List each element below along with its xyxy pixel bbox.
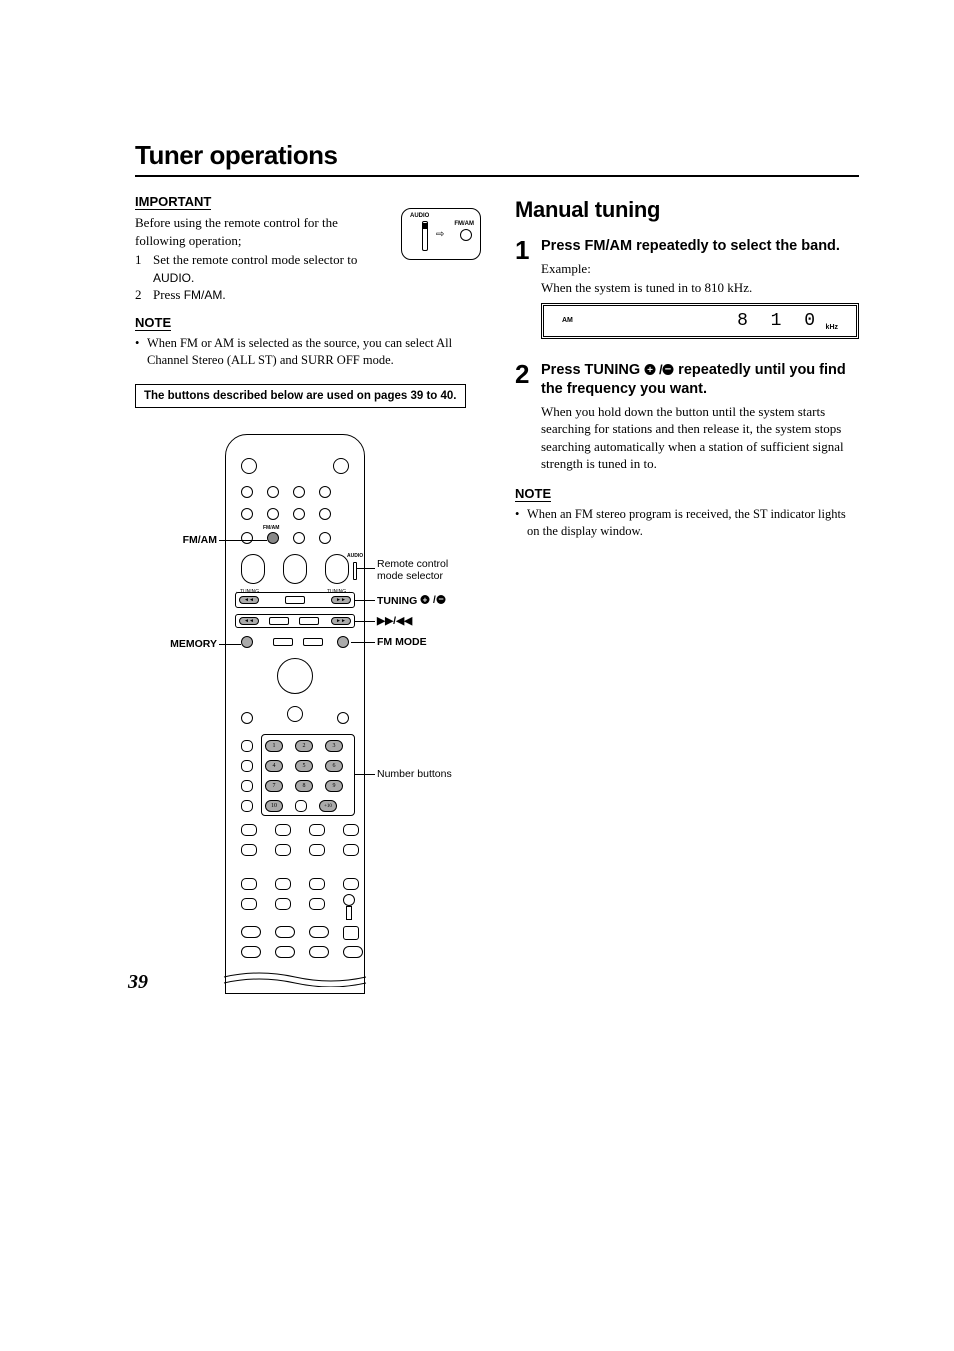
svg-text:/: /	[659, 363, 663, 376]
cutaway-icon	[223, 969, 367, 987]
arrow-right-icon: ⇨	[436, 229, 444, 240]
step2-body: When you hold down the button until the …	[541, 403, 859, 473]
num-button: +10	[319, 800, 337, 812]
page-number: 39	[128, 971, 148, 994]
important-intro: Before using the remote control for the …	[135, 214, 365, 249]
left-column: IMPORTANT Before using the remote contro…	[135, 193, 475, 994]
manual-page: Tuner operations IMPORTANT Before using …	[0, 0, 954, 1054]
tuning-down-button: ◄◄	[239, 596, 259, 604]
num-button: 10	[265, 800, 283, 812]
plus-minus-circle-icon: + /−	[420, 594, 446, 605]
num-button: 1	[265, 740, 283, 752]
svg-text:−: −	[439, 594, 444, 604]
content-columns: IMPORTANT Before using the remote contro…	[135, 193, 859, 994]
label-skip: ▶▶/◀◀	[377, 615, 412, 627]
page-title: Tuner operations	[135, 140, 859, 177]
num-button: 8	[295, 780, 313, 792]
note2-bullet: • When an FM stereo program is received,…	[515, 506, 859, 540]
num-button: 2	[295, 740, 313, 752]
tuning-up-button: ►►	[331, 596, 351, 604]
note-bullet: • When FM or AM is selected as the sourc…	[135, 335, 475, 369]
svg-text:−: −	[665, 363, 671, 375]
label-memory: MEMORY	[135, 638, 217, 650]
note-heading: NOTE	[135, 315, 171, 331]
right-column: Manual tuning 1 Press FM/AM repeatedly t…	[515, 193, 859, 994]
important-heading: IMPORTANT	[135, 194, 211, 210]
num-button: 4	[265, 760, 283, 772]
svg-text:+: +	[647, 365, 653, 376]
num-button: 7	[265, 780, 283, 792]
fmam-remote-button	[267, 532, 279, 544]
label-fm-mode: FM MODE	[377, 636, 427, 648]
fmam-button-icon	[460, 229, 472, 241]
tuner-display: AM 8 1 0 kHz	[541, 303, 859, 339]
mode-selector-slider	[353, 562, 357, 580]
svg-text:+: +	[423, 596, 428, 605]
example-label: Example:	[541, 260, 859, 278]
step-1: 1 Press FM/AM repeatedly to select the b…	[515, 237, 859, 353]
label-number-buttons: Number buttons	[377, 768, 452, 780]
label-fmam: FM/AM	[135, 534, 217, 546]
important-step: 1 Set the remote control mode selector t…	[135, 251, 365, 286]
plus-minus-circle-icon: + /−	[644, 363, 674, 376]
note2-heading: NOTE	[515, 486, 551, 502]
step-2: 2 Press TUNING +/− repeatedly until you …	[515, 361, 859, 475]
buttons-note-box: The buttons described below are used on …	[135, 384, 466, 408]
num-button: 9	[325, 780, 343, 792]
manual-tuning-title: Manual tuning	[515, 197, 859, 223]
display-unit: kHz	[826, 324, 838, 331]
display-band: AM	[562, 317, 573, 324]
important-step: 2 Press FM/AM.	[135, 286, 365, 304]
selector-diagram: AUDIO FM/AM ⇨	[401, 208, 481, 260]
display-frequency: 8 1 0	[737, 311, 821, 331]
num-button: 6	[325, 760, 343, 772]
remote-diagram: FM/AM AUDIO ←TUNING TUNING→ ◄◄ ►►	[135, 434, 475, 994]
important-steps: 1 Set the remote control mode selector t…	[135, 251, 365, 304]
step1-heading: Press FM/AM repeatedly to select the ban…	[541, 237, 859, 256]
num-button: 3	[325, 740, 343, 752]
svg-text:/: /	[433, 595, 436, 605]
num-button: 5	[295, 760, 313, 772]
label-tuning: TUNING +/−	[377, 594, 446, 607]
example-text: When the system is tuned in to 810 kHz.	[541, 279, 859, 297]
label-mode-selector: Remote control mode selector	[377, 558, 448, 582]
step2-heading: Press TUNING +/− repeatedly until you fi…	[541, 361, 859, 399]
